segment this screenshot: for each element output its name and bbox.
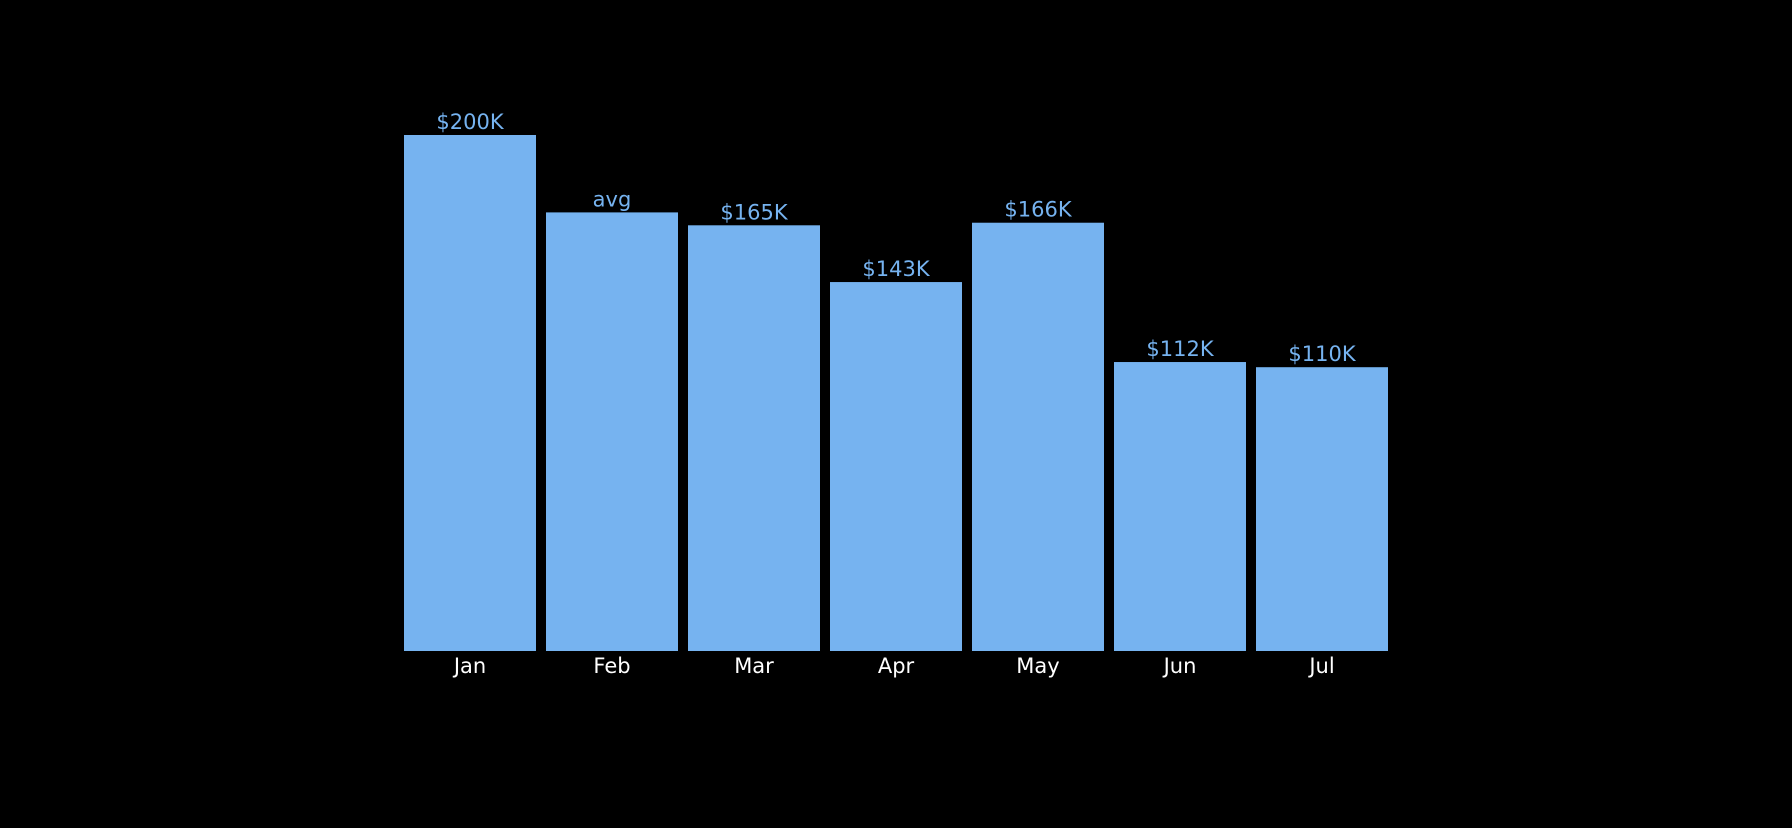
data-label-jun: $112K [1146, 337, 1214, 361]
data-label-mar: $165K [720, 200, 788, 224]
bar-jul [1256, 367, 1388, 651]
data-label-apr: $143K [862, 257, 930, 281]
x-tick-label-may: May [1016, 654, 1059, 678]
bar-apr [830, 282, 962, 651]
data-label-may: $166K [1004, 198, 1072, 222]
bars-group [404, 135, 1388, 652]
data-labels-group: $200K avg $165K $143K $166K $112K $110K [436, 110, 1356, 366]
data-label-jan: $200K [436, 110, 504, 134]
bar-feb [546, 212, 678, 651]
x-axis-tick-labels: Jan Feb Mar Apr May Jun Jul [452, 654, 1335, 678]
x-tick-label-feb: Feb [593, 654, 630, 678]
x-tick-label-jan: Jan [452, 654, 486, 678]
data-label-feb: avg [593, 187, 632, 211]
bar-jun [1114, 362, 1246, 651]
bar-may [972, 222, 1104, 651]
data-label-jul: $110K [1288, 342, 1356, 366]
x-tick-label-jun: Jun [1162, 654, 1197, 678]
bar-mar [688, 225, 820, 652]
x-tick-label-jul: Jul [1307, 654, 1334, 678]
x-tick-label-mar: Mar [734, 654, 774, 678]
x-tick-label-apr: Apr [878, 654, 915, 678]
bar-jan [404, 135, 536, 651]
